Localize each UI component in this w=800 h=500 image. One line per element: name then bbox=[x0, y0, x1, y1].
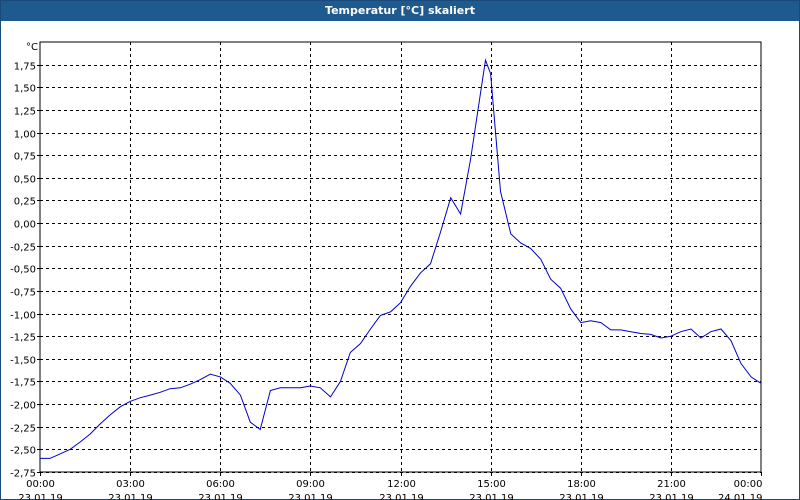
x-tick-date-label: 23.01.19 bbox=[198, 493, 243, 500]
temperature-chart: 1,75 1,50 1,25 1,00 0,75 0,50 0,25 0,00 -0,25 -0,… bbox=[10, 41, 763, 500]
x-tick-time-label: 03:00 bbox=[116, 479, 145, 490]
y-axis-unit-label: °C bbox=[26, 42, 38, 53]
temperature-series-line bbox=[40, 58, 762, 459]
y-tick-label: -2,50 bbox=[10, 446, 36, 457]
x-tick-date-label: 23.01.19 bbox=[108, 493, 153, 500]
y-tick-label: -2,75 bbox=[10, 469, 36, 480]
y-tick-label: 1,50 bbox=[14, 84, 36, 95]
y-tick-label: -2,25 bbox=[10, 424, 36, 435]
axis-layer: 1,75 1,50 1,25 1,00 0,75 0,50 0,25 0,00 -0,25 -0,… bbox=[10, 62, 762, 500]
x-tick-date-label: 23.01.19 bbox=[559, 493, 604, 500]
y-tick-label: 0,00 bbox=[14, 220, 36, 231]
x-tick-date-label: 23.01.19 bbox=[469, 493, 514, 500]
y-tick-label: 1,25 bbox=[14, 107, 36, 118]
y-tick-label: -1,50 bbox=[10, 356, 36, 367]
x-tick-time-label: 00:00 bbox=[734, 479, 763, 490]
y-tick-label: 0,75 bbox=[14, 152, 36, 163]
x-tick-date-label: 23.01.19 bbox=[649, 493, 694, 500]
x-tick-time-label: 21:00 bbox=[657, 479, 686, 490]
x-tick-time-label: 18:00 bbox=[567, 479, 596, 490]
y-tick-label: 1,00 bbox=[14, 130, 36, 141]
x-tick-time-label: 09:00 bbox=[296, 479, 325, 490]
y-tick-label: -0,75 bbox=[10, 288, 36, 299]
y-tick-label: -0,25 bbox=[10, 243, 36, 254]
x-tick-time-label: 12:00 bbox=[387, 479, 416, 490]
y-tick-label: 0,50 bbox=[14, 175, 36, 186]
x-tick-time-label: 15:00 bbox=[477, 479, 506, 490]
y-tick-label: -2,00 bbox=[10, 401, 36, 412]
x-tick-time-label: 00:00 bbox=[26, 479, 55, 490]
grid-layer bbox=[40, 42, 761, 473]
y-tick-label: 0,25 bbox=[14, 197, 36, 208]
y-tick-label: -1,25 bbox=[10, 333, 36, 344]
chart-title-bar: Temperatur [°C] skaliert bbox=[1, 1, 799, 21]
plot-frame bbox=[39, 41, 762, 473]
y-tick-label: -1,00 bbox=[10, 311, 36, 322]
y-tick-label: 1,75 bbox=[14, 62, 36, 73]
y-tick-label: -1,75 bbox=[10, 378, 36, 389]
y-tick-label: -0,50 bbox=[10, 265, 36, 276]
x-tick-date-label: 24.01.19 bbox=[718, 493, 763, 500]
x-tick-date-label: 23.01.19 bbox=[288, 493, 333, 500]
x-tick-date-label: 23.01.19 bbox=[18, 493, 63, 500]
x-tick-time-label: 06:00 bbox=[206, 479, 235, 490]
x-tick-date-label: 23.01.19 bbox=[379, 493, 424, 500]
